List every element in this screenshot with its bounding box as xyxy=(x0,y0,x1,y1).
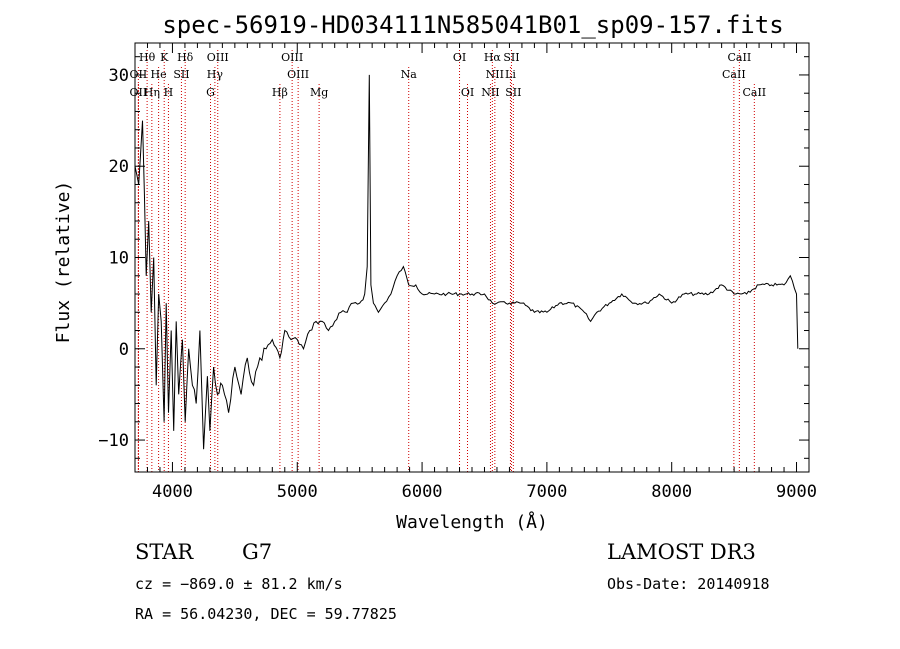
emission-line-label: NII xyxy=(481,86,499,99)
emission-line-label: CaII xyxy=(722,68,746,81)
emission-line-label: SII xyxy=(505,86,521,99)
emission-line-label: Hα xyxy=(484,51,502,64)
emission-line-label: Mg xyxy=(310,86,328,99)
emission-line-label: OI xyxy=(453,51,466,64)
emission-line-label: He xyxy=(151,68,167,81)
plot-frame xyxy=(134,42,810,473)
emission-line-label: H xyxy=(164,86,174,99)
emission-line-label: OIII xyxy=(281,51,303,64)
emission-line-label: Hβ xyxy=(272,86,288,99)
spectrum-chart: spec-56919-HD034111N585041B01_sp09-157.f… xyxy=(53,11,817,533)
axis-ticks: 4000 5000 6000 7000 8000 9000 −10 0 10 20 30 xyxy=(98,43,817,502)
chart-title: spec-56919-HD034111N585041B01_sp09-157.f… xyxy=(162,11,783,39)
emission-line-label: OI xyxy=(461,86,474,99)
emission-line-label: Li xyxy=(505,68,516,81)
x-tick-label: 7000 xyxy=(526,482,567,502)
emission-line-label: Hη xyxy=(144,86,160,99)
survey-name: LAMOST DR3 xyxy=(607,540,756,564)
emission-line-label: SII xyxy=(173,68,189,81)
coordinates: RA = 56.04230, DEC = 59.77825 xyxy=(135,605,397,623)
emission-line-label: NII xyxy=(486,68,504,81)
object-subclass: G7 xyxy=(242,540,273,564)
y-tick-label: 20 xyxy=(109,157,129,177)
x-tick-label: 5000 xyxy=(277,482,318,502)
emission-line-label: K xyxy=(160,51,169,64)
emission-line-label: OIII xyxy=(207,51,229,64)
emission-line-label: Hγ xyxy=(207,68,224,81)
emission-line-label: CaII xyxy=(728,51,752,64)
emission-line-label: SII xyxy=(503,51,519,64)
y-tick-label: 30 xyxy=(109,66,129,86)
emission-line-label: CaII xyxy=(742,86,766,99)
x-tick-label: 6000 xyxy=(402,482,443,502)
x-tick-label: 9000 xyxy=(776,482,817,502)
x-tick-label: 4000 xyxy=(152,482,193,502)
emission-lines-layer xyxy=(137,50,755,472)
emission-line-label: OIII xyxy=(287,68,309,81)
x-axis-label: Wavelength (Å) xyxy=(396,511,548,533)
observation-date: Obs-Date: 20140918 xyxy=(607,575,770,593)
object-class: STAR xyxy=(135,540,194,564)
y-tick-label: 10 xyxy=(109,249,129,269)
y-axis-label: Flux (relative) xyxy=(53,181,74,344)
emission-line-label: Na xyxy=(401,68,418,81)
emission-line-label: OII xyxy=(130,86,148,99)
emission-line-label: G xyxy=(206,86,215,99)
y-tick-label: 0 xyxy=(119,340,129,360)
x-tick-label: 8000 xyxy=(651,482,692,502)
y-tick-label: −10 xyxy=(98,431,129,451)
redshift-cz: cz = −869.0 ± 81.2 km/s xyxy=(135,575,343,593)
spectrum-line xyxy=(134,74,799,450)
emission-line-label: Hθ xyxy=(139,51,156,64)
emission-line-label: Hδ xyxy=(177,51,194,64)
